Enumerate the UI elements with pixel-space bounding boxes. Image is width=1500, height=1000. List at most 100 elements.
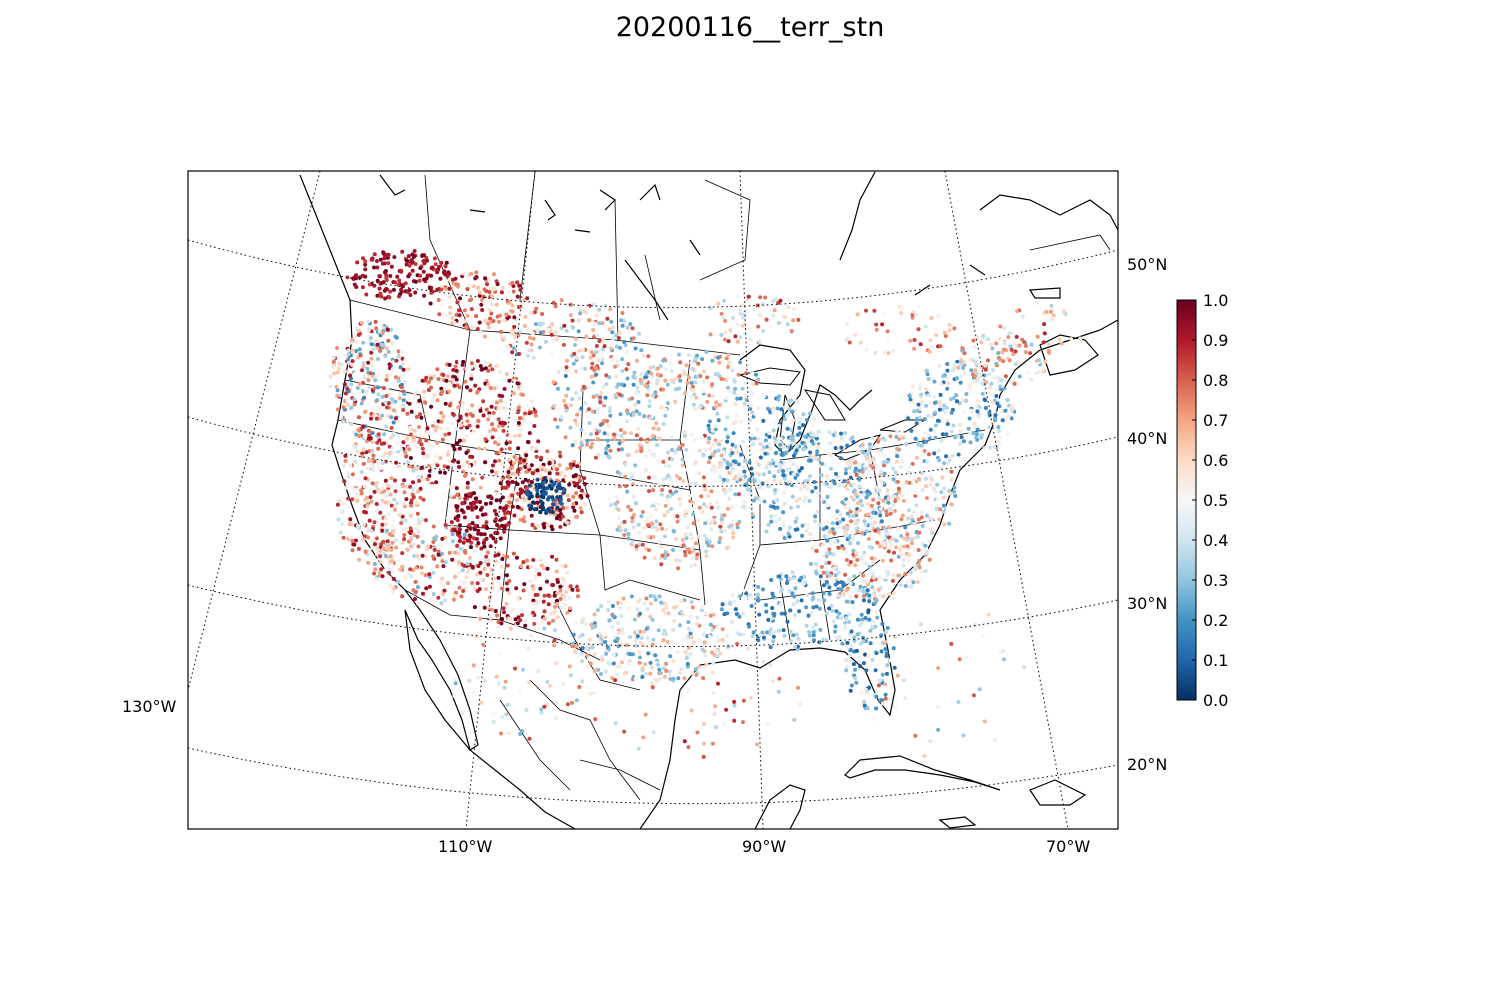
- station-point: [572, 459, 577, 464]
- station-point: [848, 509, 853, 514]
- station-point: [671, 676, 676, 681]
- station-point: [499, 290, 504, 295]
- station-point: [401, 484, 406, 489]
- station-point: [574, 644, 579, 649]
- station-point: [419, 442, 424, 447]
- station-point: [507, 591, 511, 596]
- station-point: [818, 574, 823, 579]
- station-point: [878, 678, 883, 683]
- station-point: [496, 442, 501, 447]
- station-point: [559, 415, 564, 420]
- station-point: [528, 564, 533, 569]
- station-point: [741, 315, 746, 320]
- station-point: [561, 682, 566, 687]
- station-point: [686, 688, 691, 693]
- station-point: [456, 405, 461, 410]
- station-point: [665, 498, 670, 503]
- station-point: [643, 383, 648, 388]
- station-point: [462, 580, 467, 585]
- station-point: [855, 501, 860, 506]
- station-point: [550, 527, 555, 532]
- station-point: [913, 493, 918, 498]
- station-point: [475, 572, 480, 577]
- station-point: [749, 604, 754, 608]
- station-point: [646, 548, 651, 553]
- station-point: [522, 519, 527, 524]
- station-point: [474, 314, 479, 319]
- station-point: [425, 477, 430, 482]
- station-point: [951, 423, 956, 428]
- station-point: [851, 482, 856, 487]
- station-point: [397, 466, 402, 471]
- station-point: [475, 424, 480, 429]
- station-point: [445, 274, 450, 278]
- station-point: [819, 473, 824, 478]
- station-point: [890, 534, 895, 539]
- station-point: [708, 306, 713, 310]
- station-point: [1057, 337, 1062, 342]
- station-point: [458, 296, 462, 301]
- station-point: [397, 294, 401, 299]
- station-point: [1006, 335, 1011, 340]
- station-point: [453, 681, 458, 686]
- station-point: [661, 459, 666, 464]
- station-point: [440, 536, 445, 541]
- station-point: [539, 710, 544, 715]
- station-point: [345, 398, 350, 403]
- station-point: [440, 437, 445, 442]
- station-point: [662, 628, 667, 633]
- station-point: [682, 433, 687, 438]
- station-point: [961, 439, 966, 444]
- station-point: [457, 359, 462, 364]
- station-point: [861, 553, 866, 558]
- station-point: [756, 406, 761, 411]
- station-point: [458, 416, 463, 421]
- station-point: [804, 435, 809, 439]
- station-point: [562, 323, 567, 328]
- station-point: [479, 546, 484, 551]
- station-point: [561, 342, 566, 347]
- station-point: [362, 447, 366, 452]
- station-point: [679, 609, 684, 614]
- station-point: [717, 442, 722, 447]
- station-point: [674, 489, 679, 494]
- station-point: [541, 566, 546, 571]
- station-point: [873, 600, 878, 605]
- station-point: [623, 462, 628, 467]
- station-point: [853, 667, 858, 672]
- station-point: [465, 485, 470, 490]
- station-point: [980, 391, 985, 396]
- station-point: [838, 519, 843, 524]
- station-point: [557, 463, 562, 468]
- station-point: [913, 733, 918, 738]
- station-point: [386, 455, 391, 460]
- station-point: [846, 461, 851, 465]
- station-point: [375, 577, 380, 582]
- station-point: [756, 324, 761, 329]
- station-point: [625, 325, 630, 330]
- station-point: [867, 544, 872, 549]
- station-point: [803, 495, 808, 500]
- station-point: [801, 423, 806, 428]
- station-point: [953, 494, 958, 498]
- station-point: [381, 386, 386, 390]
- station-point: [848, 581, 853, 586]
- station-point: [819, 564, 824, 569]
- station-point: [816, 598, 821, 602]
- station-point: [386, 421, 391, 426]
- station-point: [805, 478, 810, 483]
- station-point: [389, 476, 394, 481]
- station-point: [416, 585, 420, 590]
- station-point: [808, 561, 813, 566]
- station-point: [677, 352, 681, 357]
- station-point: [400, 249, 405, 254]
- station-point: [571, 361, 576, 366]
- station-point: [372, 265, 377, 270]
- station-point: [414, 389, 419, 394]
- station-point: [880, 322, 885, 327]
- station-point: [519, 491, 523, 495]
- station-point: [467, 678, 472, 683]
- station-point: [535, 497, 540, 502]
- station-point: [991, 375, 996, 380]
- station-point: [407, 571, 411, 576]
